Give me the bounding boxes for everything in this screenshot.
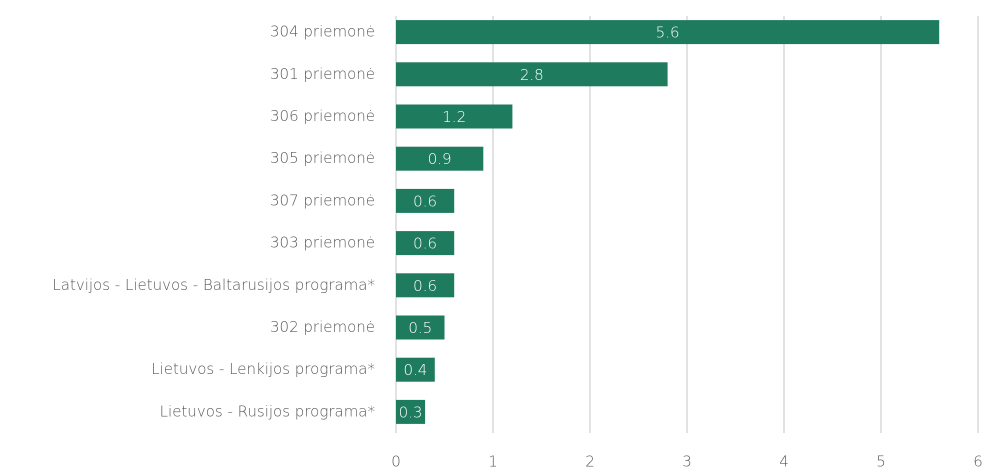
bar: [396, 146, 484, 171]
y-tick-label: Lietuvos - Lenkijos programa*: [151, 360, 375, 378]
bar: [396, 62, 668, 87]
y-tick-label: Lietuvos - Rusijos programa*: [160, 402, 375, 420]
bar: [396, 104, 513, 129]
y-tick-label: 304 priemonė: [270, 23, 375, 41]
bar: [396, 273, 455, 298]
y-tick-label: 302 priemonė: [270, 318, 375, 336]
bar: [396, 357, 435, 382]
x-tick-label: 0: [391, 453, 401, 468]
x-tick-label: 4: [779, 453, 789, 468]
data-label: 2.8: [520, 66, 544, 84]
bar: [396, 231, 455, 256]
data-label: 0.3: [399, 403, 423, 421]
data-label: 1.2: [442, 108, 466, 126]
x-tick-label: 2: [585, 453, 595, 468]
y-tick-label: 301 priemonė: [270, 65, 375, 83]
x-tick-label: 3: [682, 453, 692, 468]
data-label: 5.6: [656, 24, 680, 42]
data-label: 0.6: [413, 192, 437, 210]
x-tick-label: 6: [973, 453, 982, 468]
y-tick-label: Latvijos - Lietuvos - Baltarusijos progr…: [52, 276, 375, 294]
bar: [396, 20, 940, 45]
data-label: 0.9: [428, 150, 452, 168]
y-tick-label: 303 priemonė: [270, 234, 375, 252]
bar: [396, 315, 445, 340]
data-label: 0.5: [408, 319, 432, 337]
y-tick-label: 306 priemonė: [270, 107, 375, 125]
y-tick-label: 305 priemonė: [270, 149, 375, 167]
data-label: 0.6: [413, 277, 437, 295]
data-label: 0.4: [403, 361, 427, 379]
bar: [396, 188, 455, 213]
x-tick-label: 5: [876, 453, 886, 468]
data-label: 0.6: [413, 235, 437, 253]
bar: [396, 399, 426, 424]
x-tick-label: 1: [488, 453, 498, 468]
y-tick-label: 307 priemonė: [270, 191, 375, 209]
